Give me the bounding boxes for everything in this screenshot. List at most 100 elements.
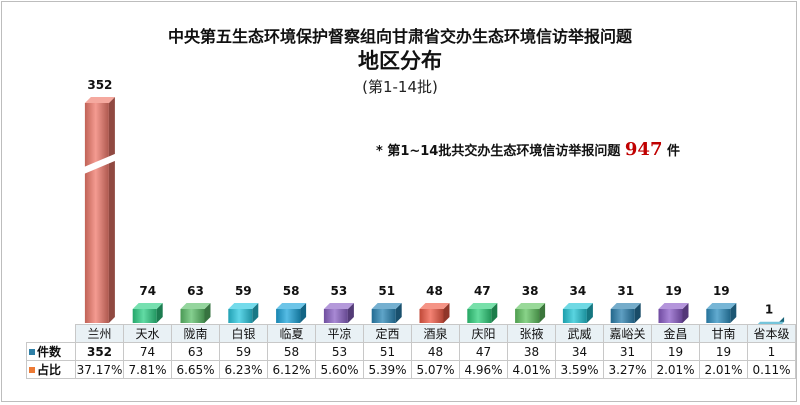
category-label-天水: 天水 <box>123 324 172 343</box>
table-corner-cell <box>26 324 76 343</box>
legend-count-swatch <box>29 349 35 355</box>
bar-side-张掖 <box>539 303 546 323</box>
table-cell: 7.81% <box>123 360 172 379</box>
table-cell: 4.01% <box>507 360 556 379</box>
bar-金昌 <box>658 303 689 323</box>
table-cell: 0.11% <box>747 360 796 379</box>
category-label-兰州: 兰州 <box>75 324 124 343</box>
bar-front-临夏 <box>276 309 301 323</box>
value-label-张掖: 38 <box>522 284 539 298</box>
data-table: 兰州 天水 陇南 白银 临夏 平凉 定西 酒泉 庆阳 张掖 武威 嘉峪关 金昌 甘南 省本级 件数 352 7… <box>26 324 796 379</box>
bar-side-金昌 <box>682 303 689 323</box>
category-label-甘南: 甘南 <box>699 324 748 343</box>
bar-side-平凉 <box>347 303 354 323</box>
table-cell: 48 <box>411 342 460 361</box>
bar-top-兰州 <box>84 97 115 103</box>
table-cell: 3.27% <box>603 360 652 379</box>
category-label-嘉峪关: 嘉峪关 <box>603 324 652 343</box>
bar-top-陇南 <box>180 303 211 309</box>
category-label-酒泉: 酒泉 <box>411 324 460 343</box>
bar-front-金昌 <box>658 309 683 323</box>
value-label-嘉峪关: 31 <box>617 284 634 298</box>
table-cell: 5.07% <box>411 360 460 379</box>
bar-top-嘉峪关 <box>610 303 641 309</box>
bar-top-武威 <box>562 303 593 309</box>
table-cell: 6.12% <box>267 360 316 379</box>
table-row: 件数 352 74 63 59 58 53 51 48 47 38 34 31 19 19 1 <box>26 342 796 361</box>
bar-top-定西 <box>371 303 402 309</box>
value-label-省本级: 1 <box>765 303 773 317</box>
bar-front-定西 <box>371 309 396 323</box>
bar-top-白银 <box>228 303 259 309</box>
bar-top-甘南 <box>706 303 737 309</box>
category-label-庆阳: 庆阳 <box>459 324 508 343</box>
bar-front-庆阳 <box>467 309 492 323</box>
table-cell: 63 <box>171 342 220 361</box>
table-cell: 74 <box>123 342 172 361</box>
table-cell: 31 <box>603 342 652 361</box>
bar-front-武威 <box>562 309 587 323</box>
bar-side-临夏 <box>300 303 307 323</box>
table-category-row: 兰州 天水 陇南 白银 临夏 平凉 定西 酒泉 庆阳 张掖 武威 嘉峪关 金昌 甘南 省本级 <box>26 324 796 343</box>
table-cell: 2.01% <box>651 360 700 379</box>
bar-top-酒泉 <box>419 303 450 309</box>
bar-side-天水 <box>156 303 163 323</box>
chart-subtitle: 地区分布 <box>358 49 442 73</box>
legend-percent: 占比 <box>26 360 76 379</box>
bar-嘉峪关 <box>610 303 641 323</box>
table-cell: 19 <box>699 342 748 361</box>
bar-top-庆阳 <box>467 303 498 309</box>
value-label-庆阳: 47 <box>474 284 491 298</box>
bar-front-嘉峪关 <box>610 309 635 323</box>
category-label-省本级: 省本级 <box>747 324 796 343</box>
chart-batch-range: (第1-14批) <box>362 78 438 96</box>
total-note-suffix: 件 <box>667 144 681 159</box>
value-label-甘南: 19 <box>713 284 730 298</box>
category-label-定西: 定西 <box>363 324 412 343</box>
category-label-金昌: 金昌 <box>651 324 700 343</box>
bar-张掖 <box>515 303 546 323</box>
value-label-平凉: 53 <box>331 284 348 298</box>
value-label-兰州: 352 <box>87 78 112 92</box>
table-cell: 38 <box>507 342 556 361</box>
bar-甘南 <box>706 303 737 323</box>
bar-top-天水 <box>132 303 163 309</box>
table-cell: 19 <box>651 342 700 361</box>
total-count: 947 <box>624 139 663 160</box>
bar-酒泉 <box>419 303 450 323</box>
table-cell: 58 <box>267 342 316 361</box>
total-note: * 第1~14批共交办生态环境信访举报问题 947 件 <box>376 139 680 160</box>
value-label-白银: 59 <box>235 284 252 298</box>
category-label-武威: 武威 <box>555 324 604 343</box>
bar-front-甘南 <box>706 309 731 323</box>
table-cell: 47 <box>459 342 508 361</box>
bar-front-白银 <box>228 309 253 323</box>
bar-武威 <box>562 303 593 323</box>
category-label-平凉: 平凉 <box>315 324 364 343</box>
table-cell: 352 <box>75 342 124 361</box>
legend-percent-label: 占比 <box>37 363 62 377</box>
bar-top-张掖 <box>515 303 546 309</box>
bar-front-陇南 <box>180 309 205 323</box>
bar-front-酒泉 <box>419 309 444 323</box>
bar-平凉 <box>323 303 354 323</box>
bar-front-平凉 <box>323 309 348 323</box>
bar-top-金昌 <box>658 303 689 309</box>
bar-top-临夏 <box>276 303 307 309</box>
legend-percent-swatch <box>29 367 35 373</box>
bar-top-平凉 <box>323 303 354 309</box>
table-cell: 34 <box>555 342 604 361</box>
bar-side-白银 <box>252 303 259 323</box>
bar-定西 <box>371 303 402 323</box>
value-labels-layer: 352 74 63 59 58 53 51 48 47 38 34 31 19 19 1 <box>87 78 773 317</box>
legend-count-label: 件数 <box>37 345 62 359</box>
table-cell: 53 <box>315 342 364 361</box>
bar-front-张掖 <box>515 309 540 323</box>
bars-layer <box>80 97 785 328</box>
table-cell: 37.17% <box>75 360 124 379</box>
legend-count: 件数 <box>26 342 76 361</box>
bar-陇南 <box>180 303 211 323</box>
bar-兰州 <box>80 97 119 323</box>
category-label-白银: 白银 <box>219 324 268 343</box>
